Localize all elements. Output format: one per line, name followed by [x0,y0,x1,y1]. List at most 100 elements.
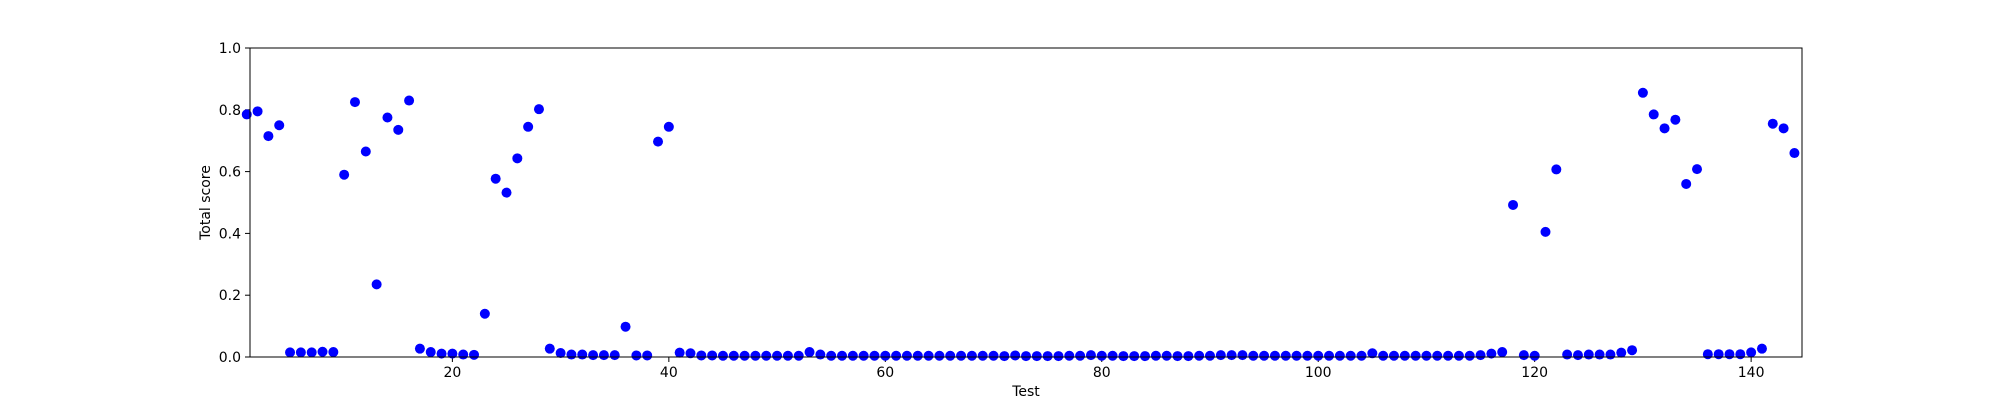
data-point [1378,350,1389,361]
data-point [241,109,252,120]
data-point [393,124,404,135]
data-point [945,350,956,361]
data-point [1453,350,1464,361]
data-point [956,350,967,361]
data-point [252,106,263,117]
data-point [966,350,977,361]
data-point [772,350,783,361]
data-point [1129,351,1140,362]
data-point [339,169,350,180]
data-point [1778,123,1789,134]
data-point [588,350,599,361]
data-point [1627,345,1638,356]
data-point [1572,350,1583,361]
data-point [1670,114,1681,125]
data-point [663,121,674,132]
data-point [1529,350,1540,361]
data-point [1010,350,1021,361]
data-point [739,350,750,361]
data-point [1107,350,1118,361]
data-point [360,146,371,157]
data-point [837,350,848,361]
data-point [1594,349,1605,360]
data-point [804,347,815,358]
data-point [447,348,458,359]
data-points [241,87,1800,362]
data-point [1313,350,1324,361]
data-point [1464,350,1475,361]
data-point [923,350,934,361]
data-point [869,350,880,361]
data-point [490,173,501,184]
data-point [1605,349,1616,360]
data-point [1021,351,1031,362]
data-point [1042,351,1053,362]
data-point [566,349,577,360]
data-point [1540,226,1551,237]
data-point [425,347,436,358]
x-tick-label: 80 [1093,365,1111,381]
data-point [988,350,999,361]
data-point [328,347,339,358]
data-point [891,350,902,361]
data-point [1064,350,1075,361]
data-point [1161,350,1172,361]
data-point [577,349,588,360]
data-point [1702,349,1713,360]
y-tick-label: 0.2 [219,288,241,304]
data-point [1280,350,1291,361]
data-point [371,279,382,290]
data-point [1583,349,1594,360]
data-point [1118,351,1129,362]
x-tick-label: 60 [876,365,894,381]
data-point [285,347,296,358]
data-point [436,348,447,359]
data-point [1432,350,1443,361]
data-point [1031,351,1042,362]
data-point [382,112,393,123]
data-point [501,187,512,198]
data-point [414,343,425,354]
data-point [1269,350,1280,361]
data-point [1421,350,1432,361]
data-point [1248,350,1259,361]
data-point [1356,350,1367,361]
data-point [1075,350,1086,361]
data-point [1767,118,1778,129]
data-point [274,120,285,131]
data-point [1497,347,1508,358]
axis-ticks: 20 40 60 80 100 120 140 0.0 0.2 0.4 0.6 0.8 1.0 [219,41,1765,381]
data-point [977,350,988,361]
data-point [653,136,664,147]
x-tick-label: 20 [443,365,461,381]
data-point [1508,199,1519,210]
data-point [512,153,523,164]
data-point [349,97,360,108]
data-point [934,350,945,361]
data-point [717,350,728,361]
data-point [685,348,696,359]
data-point [750,350,761,361]
x-tick-label: 120 [1521,365,1548,381]
data-point [761,350,772,361]
data-point [847,350,858,361]
data-point [728,350,739,361]
y-tick-label: 1.0 [219,41,241,57]
data-point [544,343,555,354]
y-axis-label: Total score [198,165,214,241]
data-point [707,350,718,361]
data-point [523,121,534,132]
data-point [620,321,631,332]
data-point [404,95,415,106]
data-point [1291,350,1302,361]
y-tick-label: 0.4 [219,226,241,242]
data-point [1053,351,1064,362]
data-point [858,350,869,361]
data-point [782,350,793,361]
data-point [1789,148,1800,159]
data-point [1659,123,1670,134]
data-point [1226,350,1237,361]
data-point [1616,347,1627,358]
